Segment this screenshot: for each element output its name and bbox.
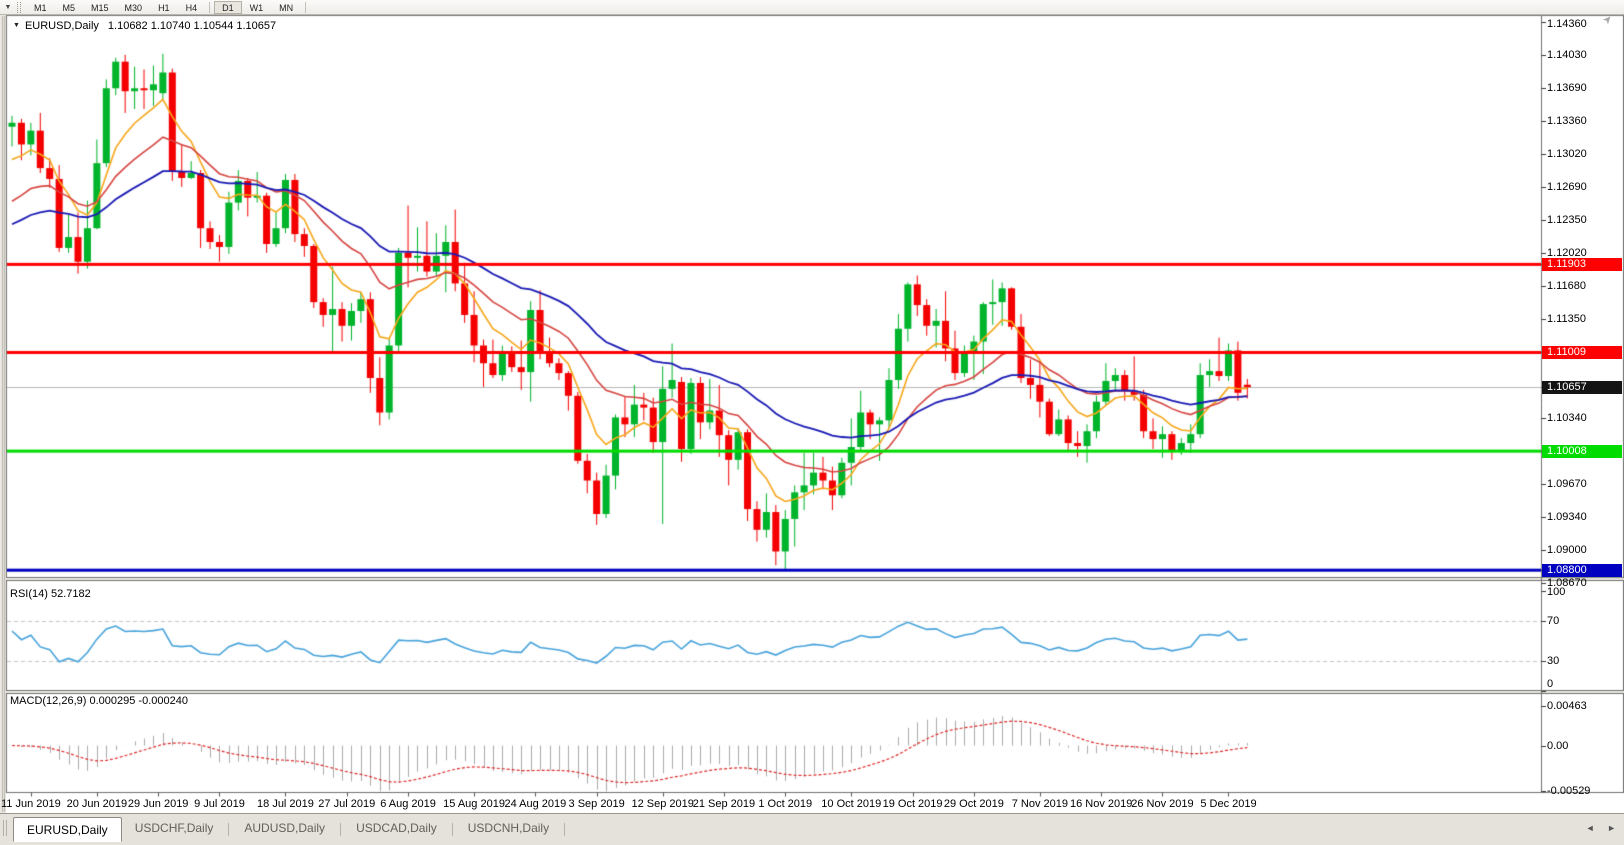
tab-separator — [451, 823, 453, 836]
date-label: 16 Nov 2019 — [1069, 798, 1133, 810]
macd-indicator-label: MACD(12,26,9) 0.000295 -0.000240 — [10, 695, 188, 707]
macd-axis-label: 0.00 — [1547, 739, 1569, 752]
rsi-axis-label: 0 — [1547, 678, 1554, 690]
price-axis-label: 1.08670 — [1547, 577, 1587, 589]
date-label: 15 Aug 2019 — [443, 798, 505, 810]
tab-separator — [564, 823, 566, 836]
tab-USDCAD[interactable]: USDCAD,Daily — [356, 821, 437, 835]
rsi-indicator-label: RSI(14) 52.7182 — [10, 588, 91, 600]
chart-title: ▼ EURUSD,Daily 1.10682 1.10740 1.10544 1.1… — [13, 20, 276, 32]
rsi-axis-label: 100 — [1547, 586, 1566, 598]
tabbar-grip[interactable] — [3, 820, 7, 836]
date-label: 12 Sep 2019 — [631, 798, 694, 810]
price-axis-label: 1.12350 — [1547, 214, 1587, 227]
price-axis-label: 1.09670 — [1547, 478, 1587, 491]
price-axis-label: 1.13690 — [1547, 82, 1587, 95]
toolbar-dropdown-icon[interactable]: ▼ — [4, 3, 12, 11]
date-label: 24 Aug 2019 — [504, 798, 567, 810]
tab-AUDUSD[interactable]: AUDUSD,Daily — [244, 821, 326, 835]
chart-ohlc-values: 1.10682 1.10740 1.10544 1.10657 — [107, 20, 277, 32]
symbol-tabs: EURUSD,Daily USDCHF,Daily AUDUSD,Daily USDC… — [13, 817, 567, 842]
price-badge-1.10008: 1.10008 — [1542, 444, 1622, 458]
toolbar-separator — [305, 1, 307, 13]
chart-symbol-label: EURUSD,Daily — [24, 20, 99, 32]
timeframe-toolbar: ▼ M1 M5 M15 M30 H1 H4 D1 W1 MN — [0, 0, 1624, 15]
tab-separator — [228, 823, 230, 836]
rsi-axis-label: 30 — [1547, 655, 1560, 667]
date-label: 27 Jul 2019 — [318, 798, 376, 810]
date-label: 29 Oct 2019 — [943, 798, 1004, 810]
toolbar-grip[interactable] — [17, 1, 21, 13]
price-badge-1.10657: 1.10657 — [1542, 380, 1622, 394]
timeframe-button-MN[interactable]: MN — [279, 2, 294, 13]
price-axis-label: 1.09340 — [1547, 510, 1587, 523]
date-label: 29 Jun 2019 — [127, 798, 189, 810]
date-label: 26 Nov 2019 — [1131, 798, 1194, 810]
date-label: 9 Jul 2019 — [194, 798, 245, 810]
macd-axis-label: -0.00529 — [1547, 785, 1591, 798]
rsi-name: RSI(14) — [10, 588, 48, 600]
date-label: 3 Sep 2019 — [568, 798, 625, 810]
timeframe-buttons: M1 M5 M15 M30 H1 H4 D1 W1 MN — [26, 0, 310, 14]
timeframe-button-H1[interactable]: H1 — [158, 2, 170, 13]
date-label: 10 Oct 2019 — [821, 798, 882, 810]
timeframe-button-D1[interactable]: D1 — [214, 0, 242, 14]
tab-scroll-right-icon[interactable]: ► — [1607, 823, 1616, 833]
timeframe-button-M30[interactable]: M30 — [124, 2, 143, 13]
macd-axis-label: 0.00463 — [1547, 699, 1587, 712]
tab-EURUSD[interactable]: EURUSD,Daily — [13, 817, 122, 842]
price-axis-label: 1.11680 — [1547, 280, 1586, 293]
timeframe-button-M1[interactable]: M1 — [34, 2, 47, 13]
symbol-tab-bar: EURUSD,Daily USDCHF,Daily AUDUSD,Daily USDC… — [0, 813, 1624, 845]
timeframe-button-H4[interactable]: H4 — [185, 2, 198, 13]
timeframe-button-W1[interactable]: W1 — [249, 2, 264, 13]
timeframe-button-M5[interactable]: M5 — [62, 2, 76, 13]
price-axis-label: 1.13020 — [1547, 148, 1587, 161]
price-axis-label: 1.09000 — [1547, 544, 1587, 557]
date-label: 21 Sep 2019 — [692, 798, 756, 810]
price-axis-label: 1.14030 — [1547, 48, 1587, 61]
tab-USDCNH[interactable]: USDCNH,Daily — [467, 821, 550, 835]
price-axis-label: 1.13360 — [1547, 114, 1587, 127]
rsi-value: 52.7182 — [50, 588, 91, 600]
price-axis-label: 1.12690 — [1547, 180, 1587, 193]
date-label: 20 Jun 2019 — [66, 798, 128, 810]
price-badge-1.08800: 1.08800 — [1542, 563, 1622, 577]
timeframe-button-M15[interactable]: M15 — [91, 2, 109, 13]
date-label: 6 Aug 2019 — [380, 798, 436, 810]
price-badge-1.11009: 1.11009 — [1542, 345, 1622, 359]
price-badge-1.11903: 1.11903 — [1542, 257, 1622, 271]
collapse-icon[interactable]: ▼ — [13, 22, 20, 29]
tab-scroll-left-icon[interactable]: ◄ — [1585, 823, 1595, 833]
date-label: 11 Jun 2019 — [0, 798, 61, 810]
macd-name: MACD(12,26,9) — [10, 695, 87, 707]
rsi-axis-label: 70 — [1547, 615, 1560, 627]
tab-separator — [340, 823, 342, 836]
toolbar-separator — [209, 1, 211, 13]
tab-scroll-arrows: ◄ ► — [1576, 823, 1616, 833]
date-label: 7 Nov 2019 — [1011, 798, 1068, 810]
tab-USDCHF[interactable]: USDCHF,Daily — [134, 821, 214, 835]
date-label: 18 Jul 2019 — [257, 798, 314, 810]
price-axis-label: 1.14360 — [1547, 18, 1587, 30]
macd-values: 0.000295 -0.000240 — [89, 695, 188, 707]
price-axis-label: 1.12020 — [1547, 246, 1587, 259]
price-axis-label: 1.10340 — [1547, 412, 1587, 425]
price-axis-label: 1.11350 — [1547, 312, 1586, 325]
date-label: 1 Oct 2019 — [758, 798, 813, 810]
date-label: 19 Oct 2019 — [882, 798, 943, 810]
date-label: 5 Dec 2019 — [1200, 798, 1257, 810]
